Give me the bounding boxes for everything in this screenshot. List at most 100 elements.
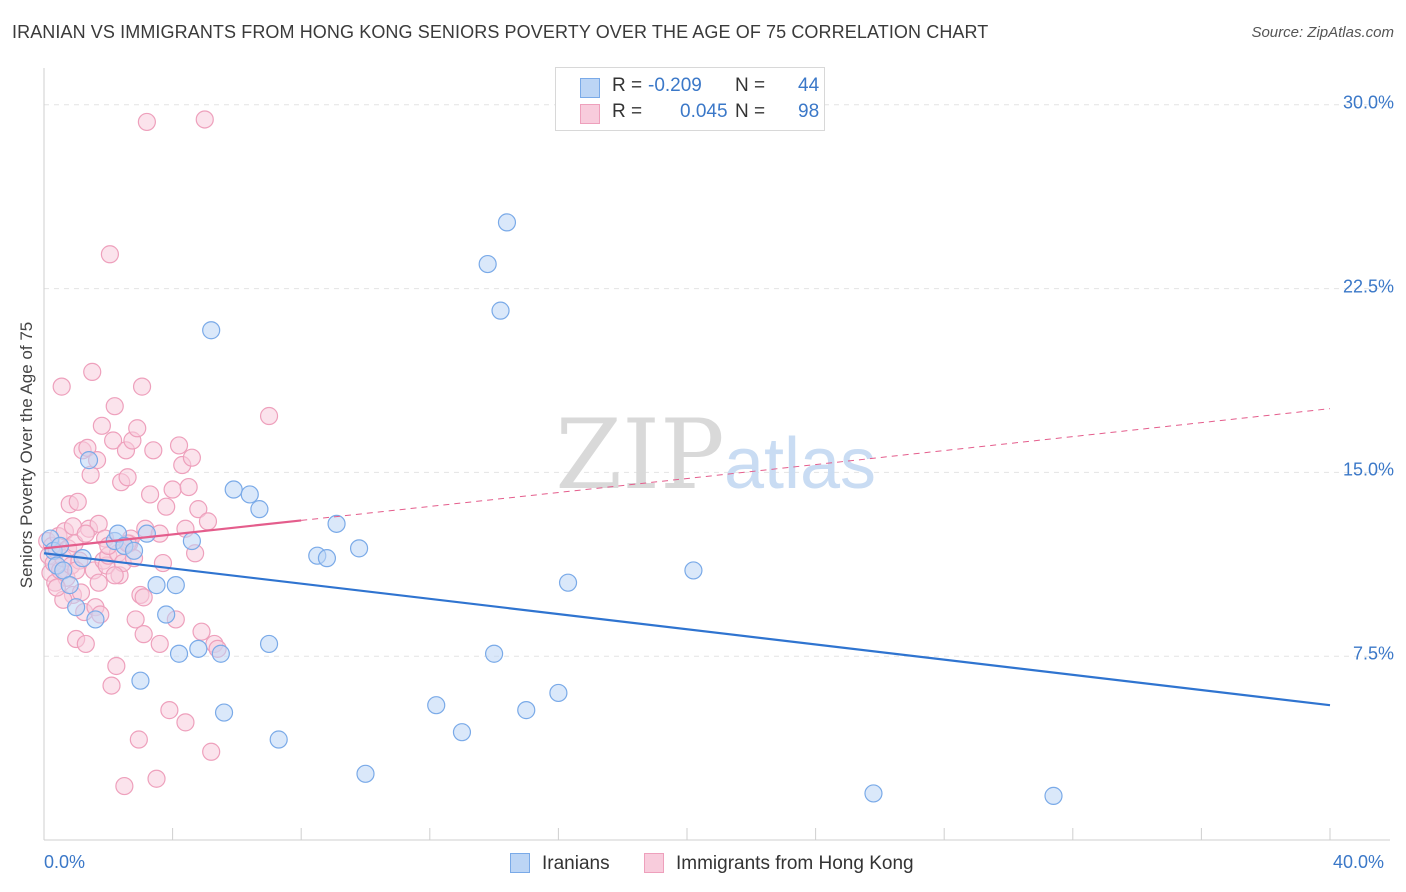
legend-swatch-hong-kong [580, 104, 600, 124]
iranians-point [864, 784, 883, 803]
hong-kong-point [169, 436, 189, 455]
iranians-point [60, 576, 79, 595]
iranians-point [250, 500, 269, 519]
hong-kong-point [150, 634, 169, 654]
hong-kong-point [128, 419, 147, 438]
iranians-point [189, 639, 208, 658]
iranians-point [491, 301, 510, 320]
hong-kong-point [107, 656, 126, 676]
legend-n-label: N = [735, 75, 766, 96]
hong-kong-point [105, 397, 124, 416]
bottom-legend-label-hong-kong: Immigrants from Hong Kong [676, 853, 914, 874]
hong-kong-point [76, 524, 95, 543]
trend-lines [43, 408, 1331, 707]
hong-kong-point [52, 377, 71, 396]
iranians-point [137, 524, 156, 543]
legend-n-value-hong-kong: 98 [798, 101, 820, 122]
iranians-point [356, 764, 375, 783]
hong-kong-point [68, 492, 87, 511]
iranians-point [202, 321, 221, 340]
hong-kong-point [192, 622, 211, 641]
iranians-point [211, 644, 230, 663]
iranians-point [517, 701, 536, 720]
hong-kong-point [118, 468, 137, 487]
points-hong-kong [38, 110, 279, 796]
iranians-point [157, 605, 176, 624]
iranians-point [67, 598, 86, 617]
iranians-point [317, 549, 337, 568]
hong-kong-point [76, 634, 95, 654]
hong-kong-point [134, 625, 153, 644]
hong-kong-point [83, 362, 102, 381]
hong-kong-point [195, 110, 214, 129]
iranians-point [327, 514, 346, 533]
y-tick-label: 30.0% [1342, 92, 1394, 113]
iranians-point [269, 730, 288, 749]
y-tick-label: 15.0% [1342, 459, 1394, 480]
legend-r-value-iranians: -0.209 [648, 75, 702, 96]
hong-kong-point [147, 769, 166, 788]
legend-r-label: R = [612, 101, 643, 122]
gridlines [44, 104, 1390, 657]
iranians-point [452, 723, 472, 742]
points-iranians [41, 213, 1063, 805]
bottom-legend-swatch-hong-kong [644, 853, 664, 873]
iranians-point [349, 539, 369, 558]
iranians-point [169, 644, 189, 663]
axes [43, 68, 1390, 841]
hong-kong-point [102, 676, 121, 695]
trend-line-hong-kong [43, 519, 302, 550]
iranians-point [427, 696, 446, 715]
hong-kong-point [126, 610, 145, 629]
iranians-point [558, 573, 578, 592]
iranians-point [485, 644, 504, 663]
watermark-atlas: atlas [724, 424, 876, 504]
iranians-point [147, 576, 166, 595]
iranians-point [182, 531, 201, 551]
watermark-zip: ZIP [555, 399, 724, 511]
y-tick-label: 7.5% [1352, 643, 1394, 664]
hong-kong-point [179, 477, 198, 497]
legend-n-label: N = [735, 101, 766, 122]
hong-kong-point [140, 485, 160, 504]
iranians-point [684, 561, 703, 580]
legend-n-value-iranians: 44 [798, 75, 820, 96]
bottom-legend-label-iranians: Iranians [542, 853, 610, 874]
trend-line-iranians [43, 552, 1331, 707]
iranians-point [214, 703, 234, 722]
hong-kong-point [104, 431, 123, 450]
iranians-point [124, 541, 144, 560]
hong-kong-point [92, 416, 111, 435]
hong-kong-point [132, 377, 152, 396]
hong-kong-point [189, 500, 208, 519]
hong-kong-point [176, 713, 195, 732]
legend-swatch-iranians [580, 78, 600, 98]
hong-kong-point [129, 730, 148, 749]
hong-kong-point [137, 112, 156, 132]
iranians-point [259, 634, 279, 654]
iranians-point [131, 671, 150, 690]
iranians-point [1044, 786, 1063, 805]
iranians-point [79, 451, 99, 470]
hong-kong-point [157, 497, 176, 516]
trend-line-hong-kong-extension [301, 408, 1331, 521]
hong-kong-point [182, 448, 201, 467]
hong-kong-point [202, 742, 221, 761]
hong-kong-point [259, 406, 279, 426]
iranians-point [240, 485, 259, 504]
hong-kong-point [134, 588, 153, 607]
iranians-point [166, 576, 185, 595]
iranians-point [478, 254, 497, 274]
hong-kong-point [160, 701, 179, 720]
hong-kong-point [144, 441, 163, 460]
chart-title: IRANIAN VS IMMIGRANTS FROM HONG KONG SEN… [12, 22, 989, 42]
y-tick-label: 22.5% [1342, 276, 1394, 297]
source-credit: Source: ZipAtlas.com [1251, 24, 1394, 41]
iranians-point [224, 480, 243, 499]
legend-r-label: R = [612, 75, 643, 96]
watermark: ZIP atlas [555, 399, 876, 511]
legend-r-value-hong-kong: 0.045 [680, 101, 728, 122]
hong-kong-point [198, 512, 218, 531]
iranians-point [497, 213, 517, 232]
